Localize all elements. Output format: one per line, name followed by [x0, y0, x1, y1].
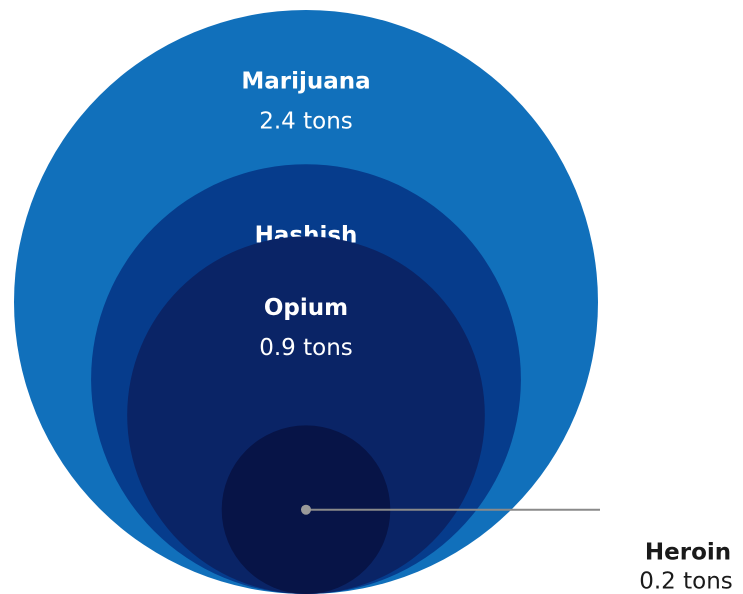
bubble: [127, 236, 485, 594]
leader-dot: [301, 504, 311, 515]
bubble-label: Marijuana: [241, 69, 370, 95]
bubble-label: Heroin: [645, 540, 731, 566]
bubble-label: Opium: [264, 295, 348, 321]
bubble-value-label: 0.2 tons: [639, 569, 733, 594]
bubble-value-label: 2.4 tons: [259, 109, 353, 135]
bubble-value-label: 0.9 tons: [259, 335, 353, 361]
